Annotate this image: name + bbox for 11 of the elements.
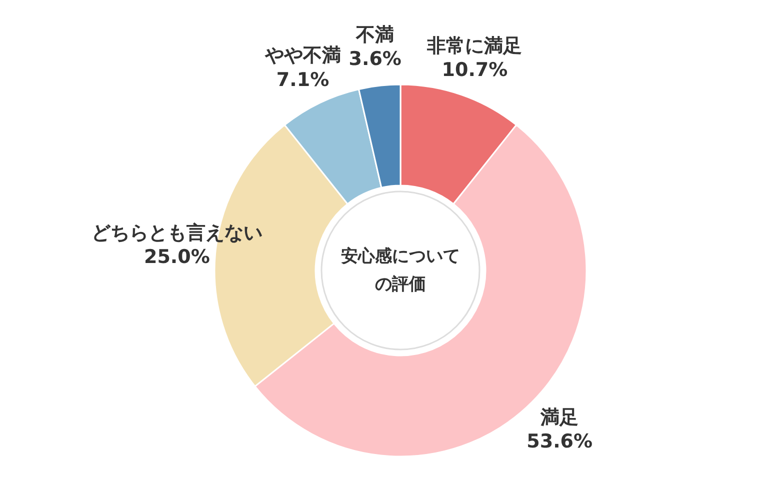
text: 安心感についての評価 [341, 246, 460, 294]
data-label: 25.0% [144, 246, 210, 268]
slice-label: 非常に満足 [426, 34, 522, 57]
slice-label: どちらとも言えない [91, 222, 262, 244]
data-label: 53.6% [526, 430, 593, 453]
slice-label: やや不満 [264, 44, 341, 67]
data-label: 7.1% [276, 68, 330, 91]
data-label: 10.7% [442, 59, 508, 82]
data-label: 3.6% [348, 48, 402, 70]
slice-label: 不満 [355, 24, 394, 46]
slice-label: 満足 [540, 406, 579, 428]
